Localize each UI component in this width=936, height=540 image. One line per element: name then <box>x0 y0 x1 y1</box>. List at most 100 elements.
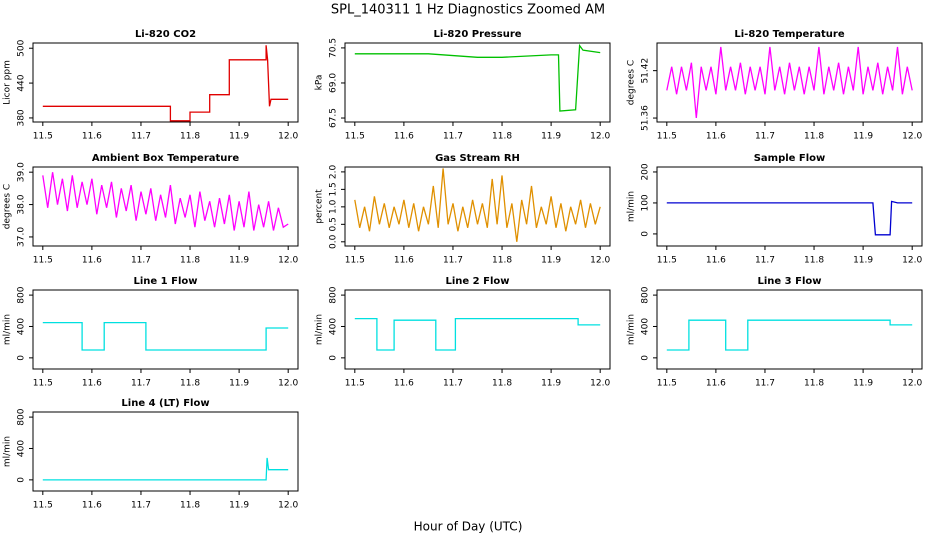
y-axis-label: percent <box>315 189 325 224</box>
y-tick-label: 200 <box>641 163 651 180</box>
panel-title: Line 4 (LT) Flow <box>121 398 209 409</box>
data-line <box>666 319 913 351</box>
x-tick-label: 11.6 <box>82 501 102 511</box>
x-tick-label: 12.0 <box>278 501 298 511</box>
x-tick-label: 11.6 <box>394 379 414 389</box>
y-axis-label: kPa <box>315 75 325 91</box>
data-line <box>42 45 289 122</box>
y-tick-label: 500 <box>17 39 27 56</box>
x-tick-label: 11.9 <box>853 256 873 266</box>
x-tick-label: 11.5 <box>345 256 365 266</box>
x-tick-label: 11.9 <box>229 132 249 142</box>
x-axis-label: Hour of Day (UTC) <box>414 520 523 534</box>
data-line <box>354 43 601 112</box>
x-tick-label: 11.9 <box>853 379 873 389</box>
y-axis-label: Licor ppm <box>3 60 13 105</box>
y-tick-label: 0 <box>641 355 651 361</box>
x-tick-label: 11.5 <box>33 501 53 511</box>
y-tick-label: 380 <box>17 109 27 126</box>
panel: Line 1 Flow ml/min 11.5 11.6 11.7 11.8 11.9 12.… <box>3 276 299 389</box>
x-tick-label: 11.8 <box>492 132 512 142</box>
y-axis-label: ml/min <box>3 314 13 345</box>
plot-frame <box>32 289 299 370</box>
x-tick-label: 11.7 <box>131 132 151 142</box>
y-tick-label: 400 <box>17 318 27 335</box>
y-tick-label: 0.5 <box>329 217 339 231</box>
x-tick-label: 11.9 <box>541 132 561 142</box>
y-tick-label: 800 <box>641 286 651 303</box>
y-axis-label: ml/min <box>627 191 637 222</box>
x-tick-label: 11.7 <box>131 256 151 266</box>
x-tick-label: 11.6 <box>706 132 726 142</box>
x-tick-label: 11.7 <box>131 379 151 389</box>
x-tick-label: 11.9 <box>229 256 249 266</box>
panel: Gas Stream RH percent 11.5 11.6 11.7 11.8 11.9… <box>315 153 611 266</box>
x-tick-label: 11.8 <box>804 256 824 266</box>
panel-title: Gas Stream RH <box>435 153 520 164</box>
x-tick-label: 11.6 <box>82 379 102 389</box>
x-tick-label: 11.6 <box>394 132 414 142</box>
y-tick-label: 0 <box>329 355 339 361</box>
y-tick-label: 1.0 <box>329 199 339 214</box>
y-tick-label: 400 <box>641 318 651 335</box>
y-tick-label: 400 <box>329 318 339 335</box>
x-tick-label: 12.0 <box>278 379 298 389</box>
y-tick-label: 69.0 <box>329 73 339 93</box>
x-tick-label: 11.8 <box>180 256 200 266</box>
y-axis-label: degrees C <box>627 60 637 105</box>
plot-frame <box>32 166 299 247</box>
panel: Li-820 CO2 Licor ppm 11.5 11.6 11.7 11.8 11.9 1… <box>3 29 299 142</box>
y-tick-label: 440 <box>17 74 27 91</box>
x-tick-label: 12.0 <box>902 256 922 266</box>
data-line <box>666 46 913 119</box>
y-tick-label: 400 <box>17 440 27 457</box>
x-tick-label: 12.0 <box>902 132 922 142</box>
y-axis-label: ml/min <box>3 436 13 467</box>
plot-frame <box>656 289 923 370</box>
x-tick-label: 11.5 <box>657 256 677 266</box>
x-tick-label: 12.0 <box>278 256 298 266</box>
panel: Line 2 Flow ml/min 11.5 11.6 11.7 11.8 11.9 12.… <box>315 276 611 389</box>
panel: Li-820 Temperature degrees C 11.5 11.6 11.7 1… <box>627 29 923 142</box>
y-tick-label: 39.0 <box>17 162 27 182</box>
x-tick-label: 11.7 <box>755 132 775 142</box>
panel-title: Ambient Box Temperature <box>92 153 239 164</box>
x-tick-label: 11.8 <box>180 379 200 389</box>
plot-frame <box>344 42 611 123</box>
x-tick-label: 11.9 <box>229 501 249 511</box>
x-tick-label: 12.0 <box>590 132 610 142</box>
x-tick-label: 11.5 <box>345 132 365 142</box>
panel-title: Line 2 Flow <box>446 276 510 287</box>
x-tick-label: 11.7 <box>443 256 463 266</box>
y-axis-label: degrees C <box>3 184 13 229</box>
x-tick-label: 11.6 <box>706 256 726 266</box>
y-tick-label: 0 <box>17 477 27 483</box>
figure-title: SPL_140311 1 Hz Diagnostics Zoomed AM <box>331 3 605 18</box>
data-line <box>42 321 289 351</box>
plot-frame <box>344 166 611 247</box>
y-axis-label: ml/min <box>315 314 325 345</box>
y-tick-label: 51.42 <box>641 58 651 84</box>
plot-frame <box>32 411 299 492</box>
y-tick-label: 0 <box>17 355 27 361</box>
y-tick-label: 1.5 <box>329 182 339 196</box>
x-tick-label: 11.7 <box>443 132 463 142</box>
plot-frame <box>32 42 299 123</box>
y-tick-label: 51.36 <box>641 105 651 131</box>
x-tick-label: 11.5 <box>33 256 53 266</box>
x-tick-label: 11.8 <box>180 132 200 142</box>
y-tick-label: 37.0 <box>17 227 27 247</box>
x-tick-label: 12.0 <box>590 379 610 389</box>
x-tick-label: 11.6 <box>82 132 102 142</box>
data-line <box>42 457 289 481</box>
x-tick-label: 11.7 <box>443 379 463 389</box>
x-tick-label: 11.9 <box>541 379 561 389</box>
x-tick-label: 11.9 <box>541 256 561 266</box>
plot-frame <box>656 42 923 123</box>
y-tick-label: 38.0 <box>17 194 27 214</box>
x-tick-label: 11.8 <box>180 501 200 511</box>
panel-title: Li-820 Temperature <box>734 29 844 40</box>
x-tick-label: 11.5 <box>657 379 677 389</box>
x-tick-label: 11.9 <box>853 132 873 142</box>
